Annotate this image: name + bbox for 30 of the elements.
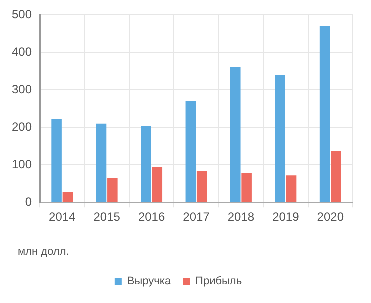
y-tick-label: 300 [12,82,32,96]
bar [141,126,152,202]
legend-label: Прибыль [196,276,242,288]
bar [242,172,252,202]
bar [331,151,342,202]
x-tick-label: 2020 [317,210,344,224]
bar [62,192,74,202]
bar [108,178,118,202]
y-tick-label: 0 [25,194,32,209]
y-tick-label: 500 [12,8,32,22]
bar [230,67,241,202]
x-tick-label: 2014 [49,210,76,224]
bar [52,119,62,202]
bar [196,171,208,202]
text: млн долл. [18,246,70,258]
legend-label: Выручка [127,276,172,288]
bar [186,101,196,202]
x-tick-label: 2017 [183,210,210,224]
y-tick-label: 200 [12,120,32,134]
bar [320,26,330,202]
y-tick-label: 400 [12,44,32,59]
x-tick-label: 2018 [228,210,255,224]
y-tick-label: 100 [12,157,32,172]
x-tick-label: 2015 [94,210,121,224]
bar [286,176,297,202]
bar [152,167,163,202]
x-tick-label: 2019 [272,210,300,224]
x-tick-label: 2016 [138,210,166,224]
bar [275,75,286,202]
bar [96,124,107,202]
